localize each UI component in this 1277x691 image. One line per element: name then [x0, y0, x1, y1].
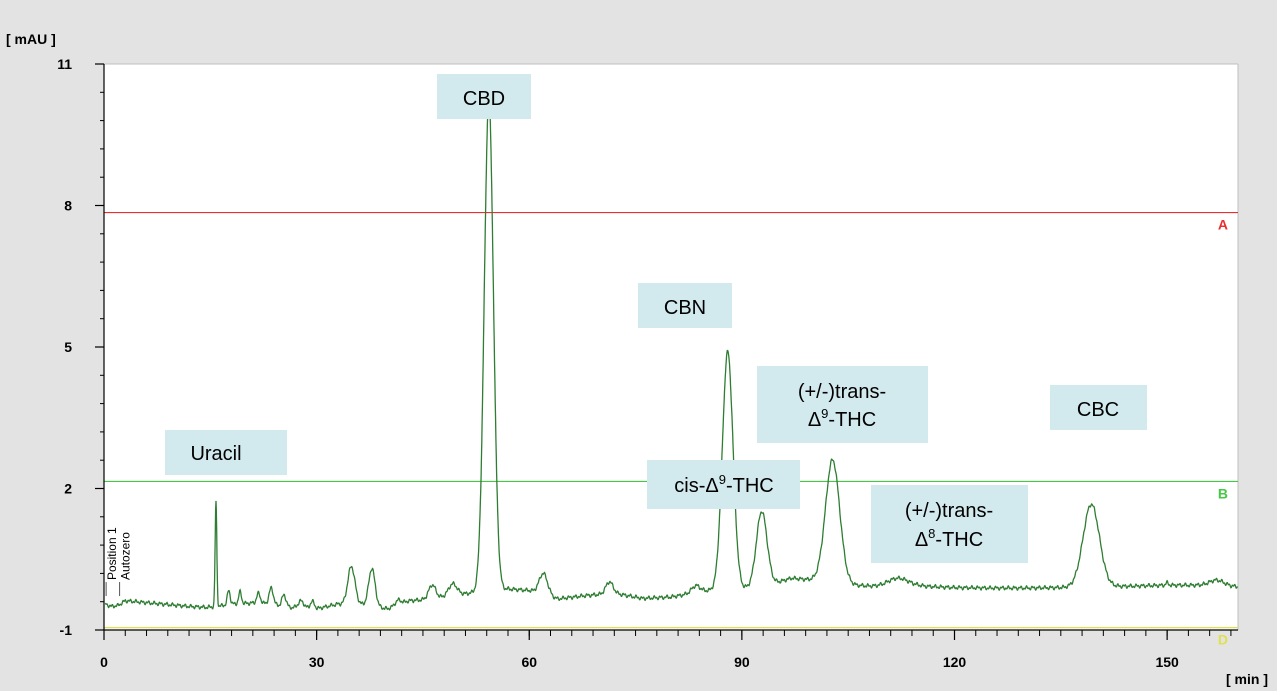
peak-label-uracil: Uracil: [165, 430, 287, 475]
y-tick-label: 5: [64, 339, 72, 355]
event-label-position-1: Position 1: [105, 527, 119, 580]
y-axis-label: [ mAU ]: [6, 31, 56, 47]
peak-label-cbc: CBC: [1050, 385, 1147, 430]
svg-text:cis-Δ9-THC: cis-Δ9-THC: [674, 472, 773, 497]
x-tick-label: 60: [521, 654, 537, 670]
svg-text:CBC: CBC: [1077, 399, 1119, 421]
peak-label-cbn: CBN: [638, 283, 732, 328]
svg-text:Uracil: Uracil: [190, 443, 241, 465]
peak-label-cis-d9-thc: cis-Δ9-THC: [647, 460, 800, 509]
x-tick-label: 90: [734, 654, 750, 670]
x-tick-label: 150: [1155, 654, 1179, 670]
svg-text:(+/-)trans-: (+/-)trans-: [905, 500, 993, 522]
axes: -1 2 5 8 11 0 30 60 90 120 150: [57, 56, 1238, 670]
peak-label-cbd: CBD: [437, 74, 531, 119]
x-tick-label: 120: [943, 654, 967, 670]
y-tick-label: -1: [60, 622, 73, 638]
y-tick-label: 11: [57, 56, 72, 72]
plot-area: [104, 64, 1238, 630]
signal-trace: [104, 98, 1238, 611]
reference-label-b: B: [1218, 485, 1228, 501]
svg-text:Δ9-THC: Δ9-THC: [808, 406, 876, 431]
y-tick-label: 2: [64, 481, 72, 497]
reference-label-d: D: [1218, 632, 1228, 648]
x-tick-label: 0: [100, 654, 108, 670]
x-axis-label: [ min ]: [1226, 671, 1268, 687]
reference-label-a: A: [1218, 217, 1228, 233]
svg-text:Δ8-THC: Δ8-THC: [915, 526, 983, 551]
peak-label-trans-d8-thc: (+/-)trans- Δ8-THC: [871, 485, 1028, 563]
peak-label-trans-d9-thc: (+/-)trans- Δ9-THC: [757, 366, 928, 443]
y-tick-label: 8: [64, 198, 72, 214]
svg-text:CBD: CBD: [463, 88, 505, 110]
event-label-autozero: Autozero: [119, 532, 133, 580]
x-tick-label: 30: [309, 654, 325, 670]
svg-text:(+/-)trans-: (+/-)trans-: [798, 381, 886, 403]
event-markers: Position 1 Autozero: [105, 527, 133, 597]
svg-text:CBN: CBN: [664, 297, 706, 319]
